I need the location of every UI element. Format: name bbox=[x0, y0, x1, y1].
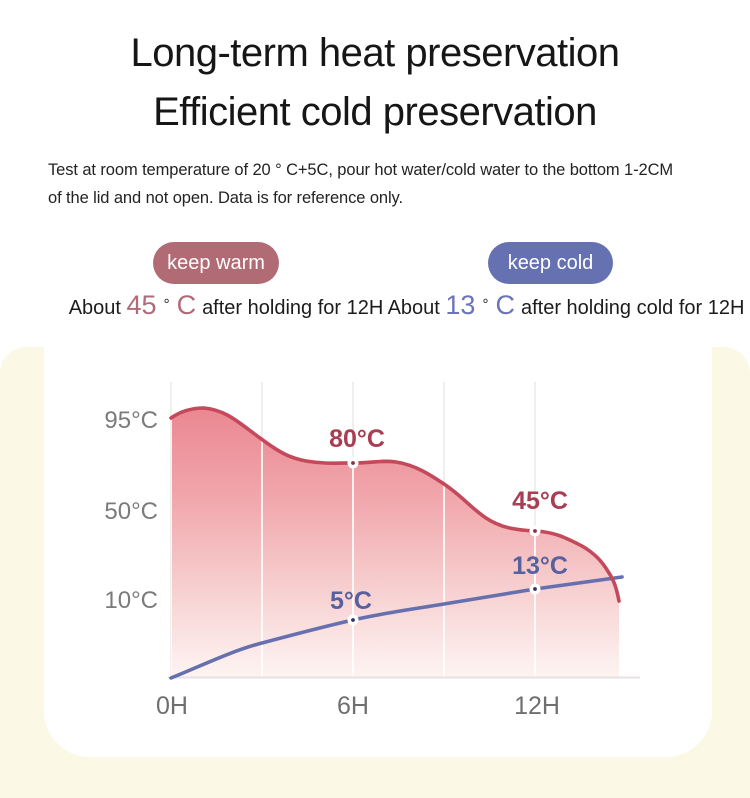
note-line1: Test at room temperature of 20 ° C+5C, p… bbox=[48, 161, 674, 179]
warm-point-12h bbox=[529, 525, 541, 537]
warm-degree-symbol: ° bbox=[163, 296, 170, 313]
temperature-chart: 95°C 50°C 10°C 0H 6H 12H 80°C 45°C 5°C 1… bbox=[104, 382, 640, 720]
y-tick-50: 50°C bbox=[104, 498, 158, 525]
cold-point-6h bbox=[347, 614, 359, 626]
test-conditions-note: Test at room temperature of 20 ° C+5C, p… bbox=[48, 156, 718, 212]
warm-suffix: after holding for 12H bbox=[202, 297, 384, 319]
cold-degree-symbol: ° bbox=[482, 296, 489, 313]
cold-about-prefix: About bbox=[387, 297, 446, 319]
warm-point-6h bbox=[347, 457, 359, 469]
warm-area bbox=[171, 408, 619, 677]
y-tick-10: 10°C bbox=[104, 587, 158, 614]
cold-label-6h: 5°C bbox=[330, 587, 372, 615]
keep-warm-pill-label: keep warm bbox=[167, 251, 265, 274]
y-tick-95: 95°C bbox=[104, 407, 158, 434]
keep-cold-pill: keep cold bbox=[488, 242, 613, 284]
page-title-line1: Long-term heat preservation bbox=[130, 31, 621, 75]
note-line2: of the lid and not open. Data is for ref… bbox=[48, 189, 403, 207]
cold-line bbox=[169, 575, 624, 680]
warm-temp-unit: C bbox=[176, 290, 197, 320]
page-title-line2: Efficient cold preservation bbox=[153, 90, 597, 134]
cold-temp-unit: C bbox=[495, 290, 515, 320]
x-tick-0h: 0H bbox=[156, 692, 188, 720]
cold-suffix: after holding cold for 12H bbox=[520, 297, 745, 319]
x-tick-6h: 6H bbox=[337, 692, 369, 720]
cold-label-12h: 13°C bbox=[512, 552, 568, 580]
keep-cold-pill-label: keep cold bbox=[507, 251, 594, 274]
warm-label-6h: 80°C bbox=[329, 425, 385, 453]
x-tick-12h: 12H bbox=[514, 692, 560, 720]
cold-point-12h bbox=[529, 583, 541, 595]
keep-warm-pill: keep warm bbox=[153, 242, 279, 284]
warm-temp-value: 45 bbox=[126, 290, 157, 320]
warm-label-12h: 45°C bbox=[512, 487, 568, 515]
warm-line bbox=[169, 406, 621, 603]
warm-about-prefix: About bbox=[68, 297, 127, 319]
cold-temp-value: 13 bbox=[445, 290, 476, 320]
